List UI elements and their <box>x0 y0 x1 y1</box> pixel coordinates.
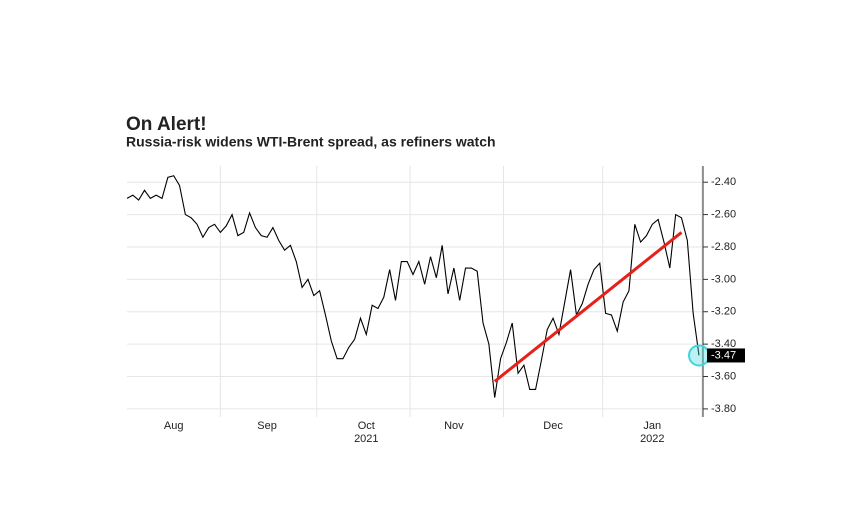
y-tick-label: -3.20 <box>711 306 736 318</box>
y-tick-label: -2.80 <box>711 241 736 253</box>
chart-title: On Alert! <box>126 114 207 135</box>
y-tick-label: -3.00 <box>711 273 736 285</box>
x-year-label: 2022 <box>640 433 664 445</box>
trend-line <box>493 231 683 383</box>
last-value-label: -3.47 <box>711 349 736 361</box>
y-tick-label: -2.60 <box>711 208 736 220</box>
x-year-label: 2021 <box>354 433 378 445</box>
x-tick-label: Aug <box>164 420 184 432</box>
last-value-box <box>707 348 745 363</box>
x-tick-label: Jan <box>643 420 661 432</box>
x-tick-label: Sep <box>257 420 277 432</box>
last-point-highlight <box>688 344 710 367</box>
y-tick-label: -3.80 <box>711 403 736 415</box>
y-tick-label: -3.40 <box>711 338 736 350</box>
y-tick-label: -3.60 <box>711 370 736 382</box>
data-line <box>126 175 700 398</box>
y-tick-label: -2.40 <box>711 176 736 188</box>
x-tick-label: Oct <box>358 420 375 432</box>
x-tick-label: Dec <box>543 420 563 432</box>
chart-subtitle: Russia-risk widens WTI-Brent spread, as … <box>126 134 496 150</box>
x-tick-label: Nov <box>444 420 464 432</box>
